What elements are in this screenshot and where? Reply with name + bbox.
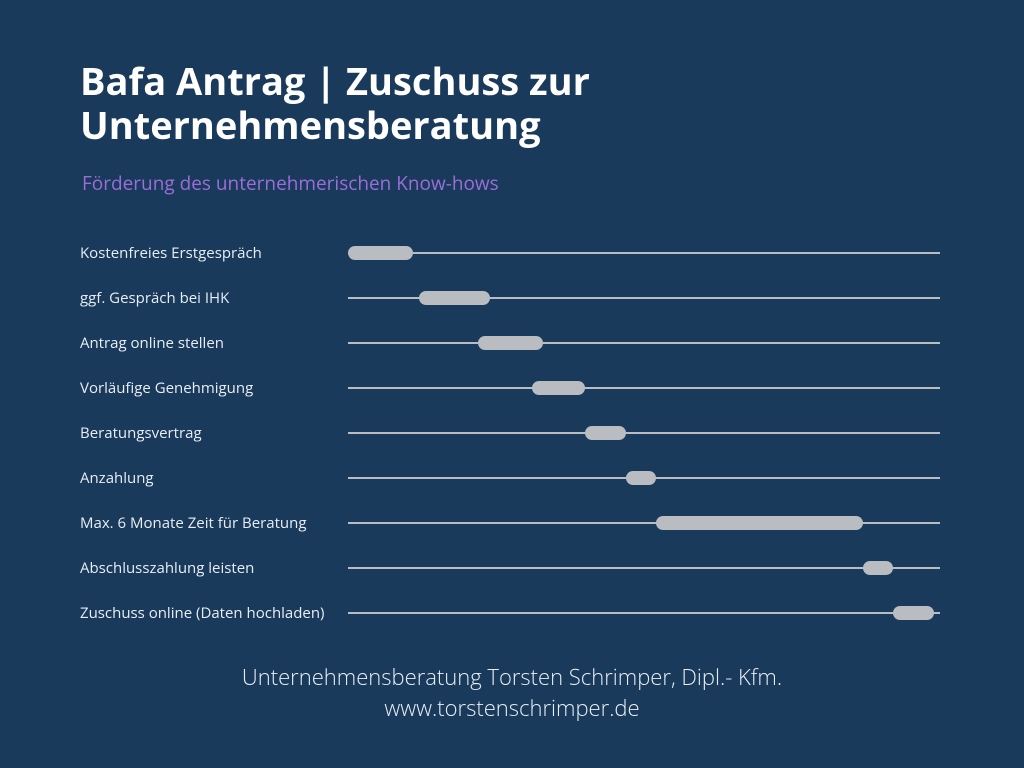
gantt-row: Abschlusszahlung leisten — [80, 545, 940, 590]
gantt-segment — [419, 291, 490, 305]
gantt-row-label: Kostenfreies Erstgespräch — [80, 243, 348, 263]
gantt-row-label: Abschlusszahlung leisten — [80, 558, 348, 578]
gantt-track-line — [348, 612, 940, 614]
gantt-row-label: Max. 6 Monate Zeit für Beratung — [80, 513, 348, 533]
page-title: Bafa Antrag | Zuschuss zur Unternehmensb… — [80, 60, 590, 147]
gantt-row: ggf. Gespräch bei IHK — [80, 275, 940, 320]
gantt-segment — [585, 426, 626, 440]
gantt-row: Kostenfreies Erstgespräch — [80, 230, 940, 275]
gantt-track-line — [348, 432, 940, 434]
gantt-row-label: Zuschuss online (Daten hochladen) — [80, 603, 348, 623]
gantt-row: Max. 6 Monate Zeit für Beratung — [80, 500, 940, 545]
footer-line-2: www.torstenschrimper.de — [0, 693, 1024, 724]
page: Bafa Antrag | Zuschuss zur Unternehmensb… — [0, 0, 1024, 768]
gantt-row-label: Anzahlung — [80, 468, 348, 488]
gantt-track — [348, 516, 940, 530]
gantt-segment — [532, 381, 585, 395]
gantt-row: Anzahlung — [80, 455, 940, 500]
gantt-row-label: Beratungsvertrag — [80, 423, 348, 443]
gantt-row-label: Vorläufige Genehmigung — [80, 378, 348, 398]
gantt-row: Vorläufige Genehmigung — [80, 365, 940, 410]
gantt-track — [348, 606, 940, 620]
gantt-track — [348, 291, 940, 305]
gantt-track-line — [348, 567, 940, 569]
gantt-track-line — [348, 342, 940, 344]
gantt-segment — [656, 516, 863, 530]
gantt-row: Antrag online stellen — [80, 320, 940, 365]
gantt-track — [348, 426, 940, 440]
footer-line-1: Unternehmensberatung Torsten Schrimper, … — [0, 662, 1024, 693]
gantt-track — [348, 381, 940, 395]
gantt-track — [348, 336, 940, 350]
gantt-row-label: Antrag online stellen — [80, 333, 348, 353]
gantt-row-label: ggf. Gespräch bei IHK — [80, 288, 348, 308]
gantt-segment — [478, 336, 543, 350]
gantt-track — [348, 246, 940, 260]
gantt-segment — [893, 606, 934, 620]
footer: Unternehmensberatung Torsten Schrimper, … — [0, 662, 1024, 724]
gantt-track — [348, 471, 940, 485]
gantt-segment — [626, 471, 656, 485]
gantt-segment — [863, 561, 893, 575]
gantt-segment — [348, 246, 413, 260]
gantt-track-line — [348, 387, 940, 389]
gantt-row: Beratungsvertrag — [80, 410, 940, 455]
gantt-track-line — [348, 252, 940, 254]
gantt-row: Zuschuss online (Daten hochladen) — [80, 590, 940, 635]
page-subtitle: Förderung des unternehmerischen Know-how… — [82, 170, 499, 196]
gantt-track — [348, 561, 940, 575]
gantt-chart: Kostenfreies Erstgespräch ggf. Gespräch b… — [80, 230, 940, 635]
